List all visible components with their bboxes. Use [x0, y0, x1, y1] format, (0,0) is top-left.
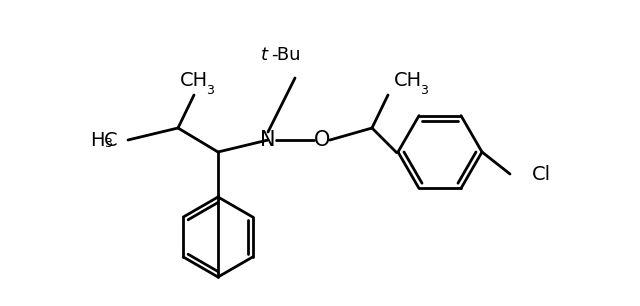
Text: t: t	[261, 46, 268, 64]
Text: 3: 3	[420, 84, 428, 97]
Text: Cl: Cl	[532, 165, 551, 184]
Text: CH: CH	[394, 70, 422, 89]
Text: 3: 3	[104, 136, 112, 150]
Text: N: N	[260, 130, 276, 150]
Text: CH: CH	[180, 70, 208, 89]
Text: -Bu: -Bu	[271, 46, 301, 64]
Text: H: H	[90, 130, 104, 150]
Text: C: C	[104, 130, 118, 150]
Text: O: O	[314, 130, 330, 150]
Text: 3: 3	[206, 84, 214, 97]
